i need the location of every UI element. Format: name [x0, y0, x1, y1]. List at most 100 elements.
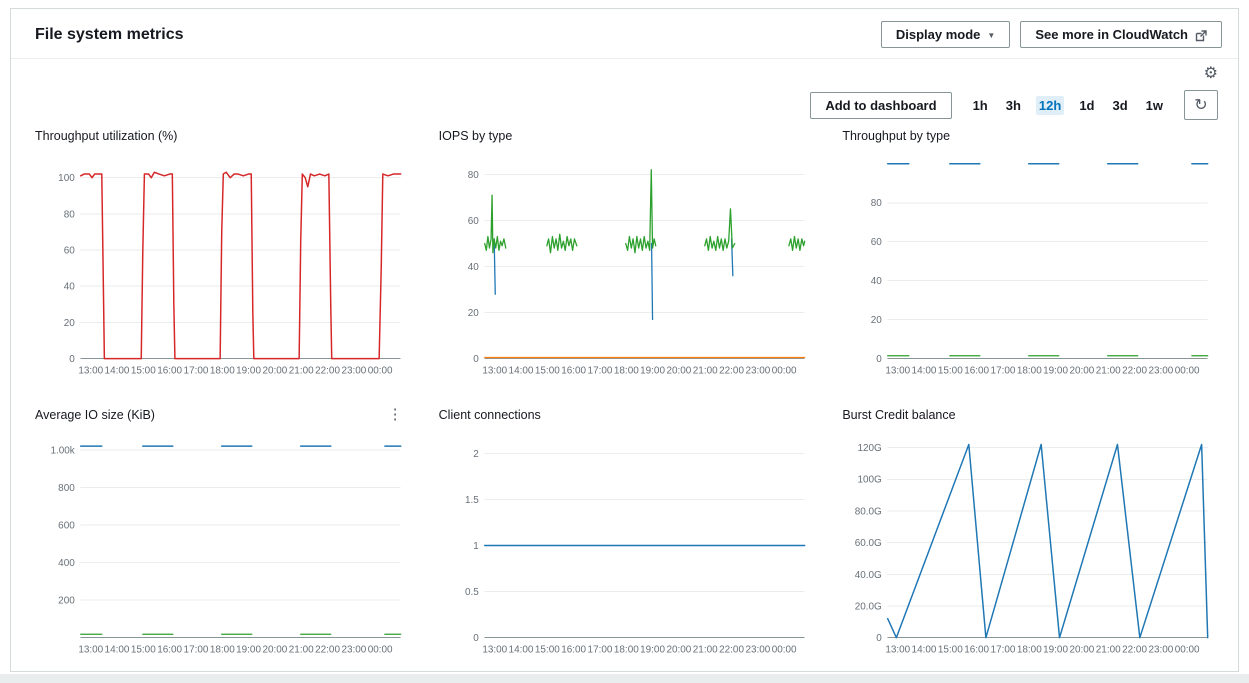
- panel-header: File system metrics Display mode ▼ See m…: [11, 9, 1238, 59]
- svg-text:80: 80: [467, 170, 479, 181]
- svg-text:19:00: 19:00: [1043, 644, 1068, 655]
- svg-text:20:00: 20:00: [262, 644, 287, 655]
- svg-text:22:00: 22:00: [315, 644, 340, 655]
- chart-iops-by-type: IOPS by type 0 20 40 60 80 13:00 14:00 15:00 16:…: [439, 126, 811, 381]
- svg-text:14:00: 14:00: [105, 644, 130, 655]
- svg-text:18:00: 18:00: [1017, 644, 1042, 655]
- time-range-12h[interactable]: 12h: [1035, 95, 1065, 115]
- iops-by-type-plot: 0 20 40 60 80 13:00 14:00 15:00 16:00 17:00 18:00 1…: [467, 169, 806, 377]
- svg-text:16:00: 16:00: [561, 644, 586, 655]
- svg-text:2: 2: [473, 448, 479, 459]
- time-range-1h[interactable]: 1h: [972, 97, 988, 113]
- svg-text:23:00: 23:00: [1149, 366, 1174, 377]
- chart-toolbar: Add to dashboard 1h 3h 12h 1d 3d 1w ↻: [11, 82, 1238, 122]
- svg-text:21:00: 21:00: [289, 644, 314, 655]
- chart-throughput-utilization: Throughput utilization (%) 0 20 40 60 80 100 1…: [35, 126, 407, 381]
- kebab-menu-icon[interactable]: ⋮: [387, 406, 403, 424]
- svg-text:20:00: 20:00: [666, 644, 691, 655]
- svg-text:40: 40: [871, 276, 883, 287]
- svg-text:15:00: 15:00: [938, 644, 963, 655]
- svg-text:22:00: 22:00: [315, 366, 340, 377]
- refresh-icon: ↻: [1194, 97, 1208, 114]
- client-connections-plot: 0 0.5 1 1.5 2 13:00 14:00 15:00 16:00 17:00 18:00 1…: [465, 448, 806, 655]
- svg-text:0: 0: [877, 633, 883, 644]
- svg-text:40: 40: [467, 262, 479, 273]
- svg-text:100G: 100G: [858, 474, 882, 485]
- external-link-icon: [1195, 29, 1207, 42]
- svg-text:80: 80: [64, 209, 76, 220]
- svg-text:20:00: 20:00: [262, 366, 287, 377]
- svg-text:17:00: 17:00: [184, 366, 209, 377]
- svg-text:20:00: 20:00: [1070, 644, 1095, 655]
- svg-text:00:00: 00:00: [368, 366, 393, 377]
- svg-text:21:00: 21:00: [692, 366, 717, 377]
- average-io-size-plot: 200 400 600 800 1.00k 13:00 14:00 15:00 16:00 17:…: [50, 445, 402, 655]
- svg-text:15:00: 15:00: [131, 644, 156, 655]
- svg-text:18:00: 18:00: [614, 366, 639, 377]
- svg-text:200: 200: [58, 595, 75, 606]
- time-range-1w[interactable]: 1w: [1145, 97, 1163, 113]
- svg-text:13:00: 13:00: [482, 644, 507, 655]
- svg-text:40.0G: 40.0G: [855, 569, 882, 580]
- svg-text:20: 20: [871, 315, 883, 326]
- svg-text:22:00: 22:00: [1122, 366, 1147, 377]
- svg-text:0.5: 0.5: [465, 587, 479, 598]
- header-actions: Display mode ▼ See more in CloudWatch: [880, 21, 1222, 48]
- svg-text:600: 600: [58, 520, 75, 531]
- svg-text:40: 40: [64, 282, 76, 293]
- svg-text:14:00: 14:00: [105, 366, 130, 377]
- chart-title: Throughput utilization (%): [35, 129, 178, 143]
- svg-text:17:00: 17:00: [587, 366, 612, 377]
- svg-text:00:00: 00:00: [368, 644, 393, 655]
- time-range-3h[interactable]: 3h: [1005, 97, 1021, 113]
- svg-text:20.0G: 20.0G: [855, 601, 882, 612]
- svg-text:17:00: 17:00: [184, 644, 209, 655]
- svg-text:00:00: 00:00: [771, 644, 796, 655]
- svg-text:20: 20: [64, 318, 76, 329]
- chart-title: Client connections: [438, 407, 541, 422]
- svg-text:16:00: 16:00: [965, 644, 990, 655]
- settings-gear-icon[interactable]: ⚙: [1203, 65, 1218, 82]
- refresh-button[interactable]: ↻: [1184, 90, 1218, 120]
- svg-text:23:00: 23:00: [1149, 644, 1174, 655]
- svg-text:15:00: 15:00: [131, 366, 156, 377]
- file-system-metrics-panel: File system metrics Display mode ▼ See m…: [10, 8, 1239, 672]
- svg-text:1.5: 1.5: [465, 494, 479, 505]
- panel-title: File system metrics: [35, 25, 184, 43]
- svg-text:400: 400: [58, 558, 75, 569]
- svg-text:22:00: 22:00: [719, 644, 744, 655]
- svg-text:20:00: 20:00: [1070, 366, 1095, 377]
- svg-text:21:00: 21:00: [1096, 644, 1121, 655]
- svg-text:14:00: 14:00: [508, 366, 533, 377]
- svg-text:1.00k: 1.00k: [50, 445, 74, 456]
- svg-text:80.0G: 80.0G: [855, 506, 882, 517]
- svg-text:17:00: 17:00: [587, 644, 612, 655]
- chart-title: Throughput by type: [842, 129, 951, 143]
- display-mode-button[interactable]: Display mode ▼: [880, 21, 1011, 48]
- time-range-3d[interactable]: 3d: [1112, 97, 1128, 113]
- svg-text:21:00: 21:00: [692, 644, 717, 655]
- svg-text:23:00: 23:00: [341, 644, 366, 655]
- svg-text:22:00: 22:00: [719, 366, 744, 377]
- chart-burst-credit-balance: Burst Credit balance 0 20.0G 40.0G 60.0G 80.…: [842, 405, 1214, 660]
- svg-text:00:00: 00:00: [1175, 366, 1200, 377]
- svg-text:19:00: 19:00: [640, 644, 665, 655]
- svg-text:13:00: 13:00: [78, 366, 103, 377]
- add-to-dashboard-button[interactable]: Add to dashboard: [810, 91, 952, 119]
- chart-title: Average IO size (KiB): [35, 407, 155, 422]
- svg-text:20: 20: [467, 308, 479, 319]
- svg-text:13:00: 13:00: [886, 366, 911, 377]
- svg-text:800: 800: [58, 483, 75, 494]
- svg-text:100: 100: [58, 173, 75, 184]
- svg-text:120G: 120G: [858, 443, 882, 454]
- svg-text:14:00: 14:00: [912, 644, 937, 655]
- chart-throughput-by-type: Throughput by type 0 20 40 60 80 13:00 14:00 15…: [842, 126, 1214, 381]
- svg-text:00:00: 00:00: [771, 366, 796, 377]
- svg-text:21:00: 21:00: [289, 366, 314, 377]
- svg-text:0: 0: [473, 354, 479, 365]
- time-range-1d[interactable]: 1d: [1079, 97, 1095, 113]
- see-more-cloudwatch-button[interactable]: See more in CloudWatch: [1020, 21, 1222, 48]
- svg-text:13:00: 13:00: [482, 366, 507, 377]
- svg-text:0: 0: [473, 633, 479, 644]
